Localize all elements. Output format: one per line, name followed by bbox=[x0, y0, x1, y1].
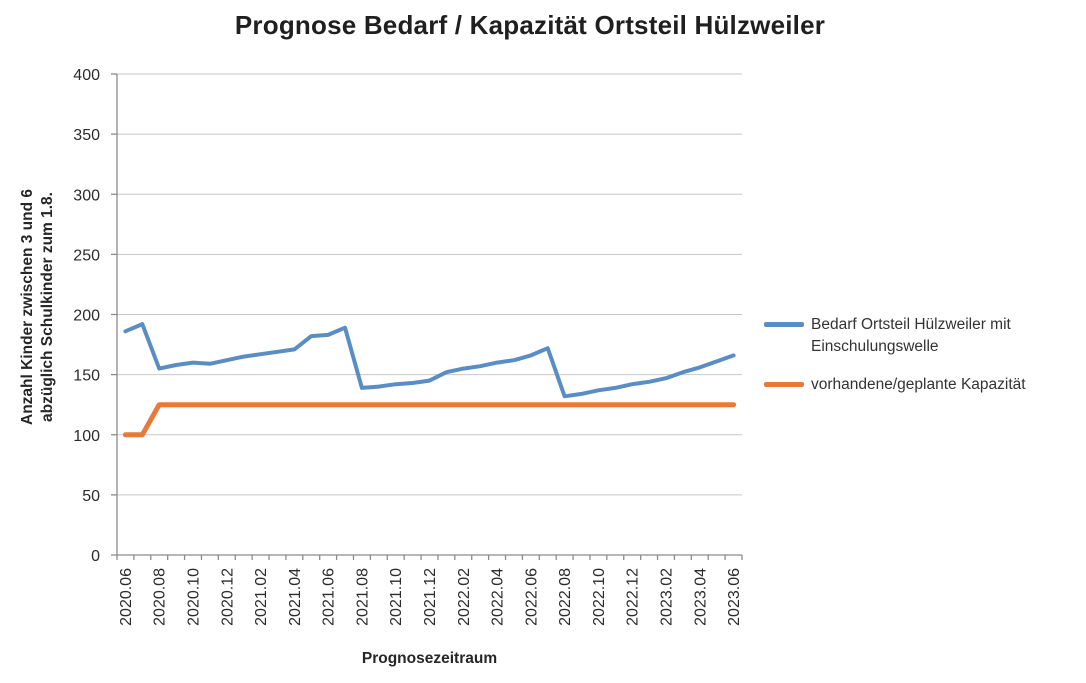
x-tick-label: 2021.02 bbox=[253, 568, 270, 626]
y-tick-label: 350 bbox=[73, 127, 100, 144]
y-tick-label: 100 bbox=[73, 428, 100, 445]
x-tick-labels: 2020.06 2020.08 2020.10 2020.12 2021.02 2021.… bbox=[118, 568, 743, 626]
x-tick-label: 2022.04 bbox=[490, 568, 507, 626]
grid-lines bbox=[117, 73, 742, 496]
x-tick-label: 2021.12 bbox=[422, 568, 439, 626]
y-tick-label: 50 bbox=[82, 488, 100, 505]
x-tick-label: 2020.06 bbox=[118, 568, 135, 626]
y-tick-label: 400 bbox=[73, 67, 100, 84]
x-tick-label: 2023.02 bbox=[658, 568, 675, 626]
y-tick-label: 0 bbox=[91, 548, 100, 565]
legend-label-bedarf: Bedarf Ortsteil Hülzweiler mit Einschulu… bbox=[811, 316, 1011, 355]
series-line-1 bbox=[122, 402, 737, 438]
axes bbox=[111, 73, 743, 560]
series-line-0 bbox=[123, 322, 736, 399]
x-tick-label: 2021.10 bbox=[388, 568, 405, 626]
x-tick-label: 2021.04 bbox=[287, 568, 304, 626]
x-tick-label: 2021.08 bbox=[354, 568, 371, 626]
bedarf-line-swatch-icon bbox=[764, 322, 804, 327]
legend-item-bedarf: Bedarf Ortsteil Hülzweiler mit Einschulu… bbox=[764, 314, 1069, 358]
legend-item-kapazitaet: vorhandene/geplante Kapazität bbox=[764, 374, 1069, 396]
x-tick-label: 2021.06 bbox=[321, 568, 338, 626]
legend: Bedarf Ortsteil Hülzweiler mit Einschulu… bbox=[764, 314, 1069, 412]
x-tick-label: 2022.08 bbox=[557, 568, 574, 626]
y-tick-labels: 0 50 100 150 200 250 300 350 400 bbox=[73, 67, 100, 565]
x-tick-label: 2020.12 bbox=[219, 568, 236, 626]
legend-label-kapazitaet: vorhandene/geplante Kapazität bbox=[811, 376, 1026, 393]
x-tick-label: 2020.08 bbox=[152, 568, 169, 626]
kapazitaet-line-swatch-icon bbox=[764, 382, 804, 387]
x-tick-label: 2022.10 bbox=[591, 568, 608, 626]
x-tick-label: 2020.10 bbox=[186, 568, 203, 626]
x-tick-label: 2023.04 bbox=[692, 568, 709, 626]
y-tick-label: 200 bbox=[73, 308, 100, 325]
x-tick-label: 2022.12 bbox=[625, 568, 642, 626]
y-tick-label: 150 bbox=[73, 368, 100, 385]
chart-title: Prognose Bedarf / Kapazität Ortsteil Hül… bbox=[234, 10, 826, 40]
y-tick-label: 250 bbox=[73, 247, 100, 264]
y-tick-label: 300 bbox=[73, 187, 100, 204]
x-tick-label: 2023.06 bbox=[726, 568, 743, 626]
x-axis-title: Prognosezeitraum bbox=[361, 650, 498, 667]
x-tick-label: 2022.06 bbox=[523, 568, 540, 626]
x-tick-label: 2022.02 bbox=[456, 568, 473, 626]
